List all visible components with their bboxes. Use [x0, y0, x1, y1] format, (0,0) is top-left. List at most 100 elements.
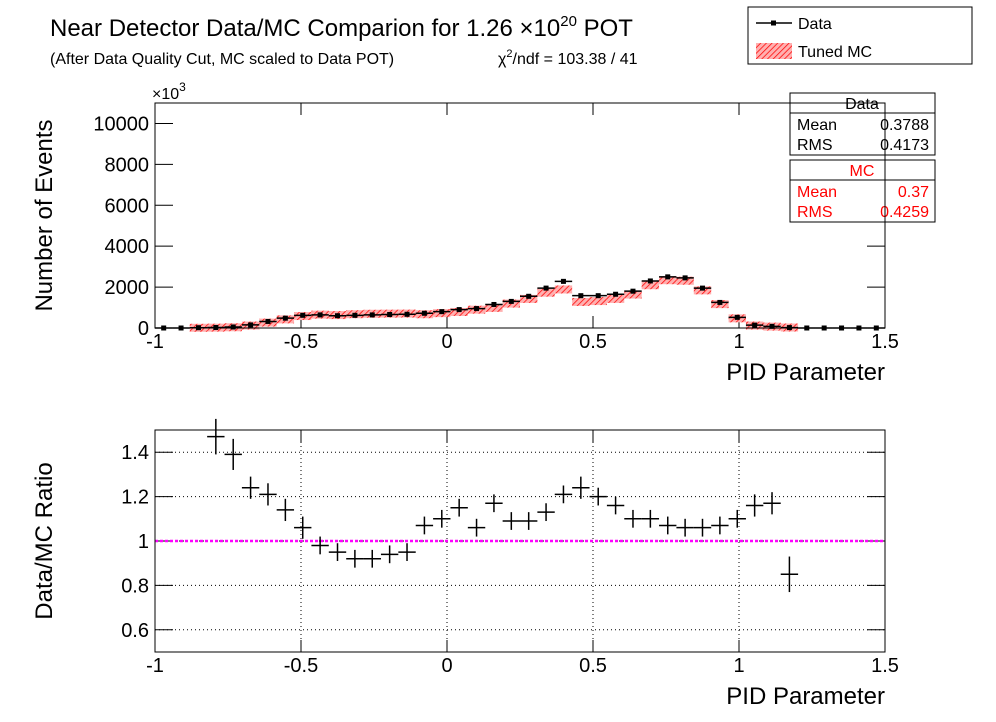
data-marker: [387, 312, 393, 317]
y-axis-label: Data/MC Ratio: [31, 462, 58, 619]
data-marker: [317, 312, 323, 318]
x-tick-label: 0: [441, 331, 452, 353]
data-marker: [248, 322, 254, 328]
x-axis-label: PID Parameter: [726, 683, 885, 710]
stats-value: 0.3788: [880, 117, 929, 134]
x-tick-label: 0: [441, 655, 452, 677]
data-marker: [439, 309, 445, 315]
x-tick-label: 1.5: [871, 655, 899, 677]
legend-swatch: [756, 43, 792, 59]
data-marker: [752, 322, 758, 328]
y-tick-label: 1: [138, 531, 149, 553]
x-tick-label: 1: [733, 655, 744, 677]
data-marker: [595, 293, 601, 299]
x-tick-label: -0.5: [284, 655, 318, 677]
stats-label: Mean: [797, 184, 837, 201]
y-tick-label: 1.4: [121, 442, 149, 464]
data-marker: [282, 315, 288, 321]
chi2: χ2/ndf = 103.38 / 41: [498, 48, 638, 68]
data-marker: [456, 307, 462, 313]
stats-label: RMS: [797, 204, 833, 221]
data-marker: [491, 301, 497, 307]
stats-label: RMS: [797, 137, 833, 154]
data-marker: [369, 312, 375, 318]
stats-value: 0.4259: [880, 204, 929, 221]
data-marker: [717, 299, 723, 305]
data-marker: [335, 313, 340, 319]
data-marker: [682, 275, 688, 281]
y-tick-label: 0.6: [121, 620, 149, 642]
y-multiplier: ×103: [152, 80, 186, 103]
data-marker: [404, 311, 410, 317]
data-marker: [647, 278, 653, 284]
plot-frame: [154, 429, 886, 653]
data-marker: [560, 278, 566, 284]
x-tick-label: -0.5: [284, 331, 318, 353]
mc-band: [537, 288, 555, 297]
data-marker: [213, 324, 219, 330]
x-axis-label: PID Parameter: [726, 359, 885, 386]
plot-frame: [154, 102, 886, 329]
chi-text: /ndf = 103.38 / 41: [513, 51, 638, 68]
mc-band: [485, 303, 503, 312]
y-tick-label: 0: [138, 318, 149, 340]
mc-band: [624, 290, 642, 299]
data-marker: [734, 314, 740, 320]
chi-symbol: χ: [498, 51, 507, 68]
data-marker: [300, 312, 306, 318]
mc-band: [589, 297, 607, 306]
y-tick-label: 4000: [105, 236, 150, 258]
title-sup: 20: [560, 13, 577, 30]
data-marker: [352, 312, 358, 318]
data-marker: [474, 306, 480, 312]
data-marker: [665, 274, 671, 280]
stats-box: [789, 159, 936, 223]
chart-title: Near Detector Data/MC Comparion for 1.26…: [50, 13, 633, 42]
x-tick-label: -1: [146, 331, 164, 353]
mc-band: [520, 294, 538, 303]
data-marker: [526, 293, 532, 299]
mc-band: [606, 294, 625, 303]
mult-sup: 3: [179, 80, 186, 94]
stats-value: 0.4173: [880, 137, 929, 154]
mult-base: ×10: [152, 86, 179, 103]
x-tick-label: 0.5: [579, 331, 607, 353]
stats-label: Mean: [797, 117, 837, 134]
y-tick-label: 2000: [105, 277, 150, 299]
y-tick-label: 0.8: [121, 575, 149, 597]
y-tick-label: 6000: [105, 195, 150, 217]
data-marker: [769, 323, 775, 329]
data-marker: [508, 298, 514, 304]
stats-title: Data: [845, 96, 879, 113]
mc-band: [641, 281, 660, 290]
data-marker: [265, 318, 271, 324]
mc-band: [572, 297, 590, 306]
stats-title: MC: [850, 163, 875, 180]
legend-label: Data: [798, 16, 832, 33]
mc-band: [676, 276, 694, 285]
x-tick-label: 0.5: [579, 655, 607, 677]
chi-sup: 2: [506, 48, 512, 60]
legend-label: Tuned MC: [798, 44, 872, 61]
title-end: POT: [577, 15, 633, 42]
data-marker: [630, 288, 636, 294]
subtitle: (After Data Quality Cut, MC scaled to Da…: [50, 51, 394, 68]
y-tick-label: 10000: [93, 113, 149, 135]
mc-band: [659, 276, 677, 285]
data-marker: [230, 324, 236, 330]
stats-value: 0.37: [898, 184, 929, 201]
title-main: Near Detector Data/MC Comparion for 1.26…: [50, 15, 560, 42]
x-tick-label: 1: [733, 331, 744, 353]
data-marker: [543, 285, 549, 291]
x-tick-label: 1.5: [871, 331, 899, 353]
mc-band: [554, 285, 573, 294]
data-marker: [613, 291, 619, 297]
legend-swatch: [771, 20, 776, 26]
y-tick-label: 8000: [105, 154, 150, 176]
data-marker: [578, 293, 584, 299]
data-marker: [421, 310, 427, 316]
y-axis-label: Number of Events: [31, 119, 58, 311]
x-tick-label: -1: [146, 655, 164, 677]
y-tick-label: 1.2: [121, 487, 149, 509]
